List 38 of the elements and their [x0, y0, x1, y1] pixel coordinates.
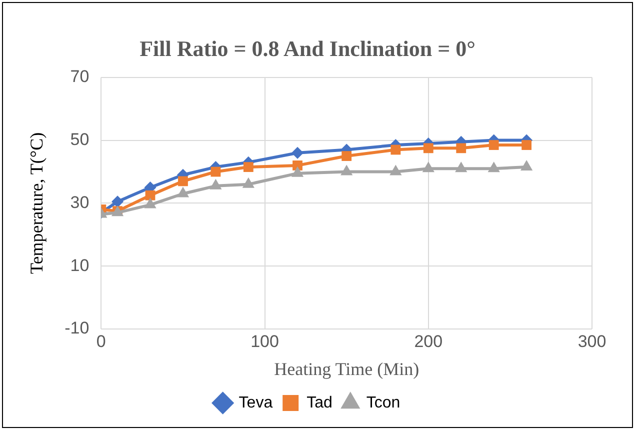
point [455, 162, 468, 172]
point [422, 162, 434, 172]
point [522, 140, 532, 150]
y-tick-label: 10 [70, 256, 90, 275]
y-tick-label: -10 [64, 318, 90, 338]
point [292, 146, 304, 159]
y-tick-label: 70 [70, 67, 90, 86]
point [423, 143, 434, 154]
point [210, 178, 222, 190]
point [488, 162, 500, 172]
x-tick-label: 100 [250, 332, 279, 351]
point [178, 176, 188, 186]
point [291, 166, 304, 177]
chart-title: Fill Ratio = 0.8 And Inclination = 0° [140, 36, 476, 61]
y-tick-label: 30 [70, 192, 90, 212]
y-axis-title: Temperature, T(°C) [26, 132, 47, 274]
point [210, 166, 221, 177]
x-tick-label: 300 [578, 332, 606, 351]
point [112, 196, 124, 208]
x-axis-title: Heating Time (Min) [274, 358, 420, 379]
y-tick-label: 50 [70, 130, 90, 149]
legend-label: Tad [306, 394, 332, 412]
point [390, 164, 402, 176]
legend-label: Tcon [366, 394, 400, 412]
point [340, 164, 353, 176]
x-tick-label: 0 [96, 332, 106, 351]
point [520, 160, 533, 171]
point [488, 140, 499, 150]
point [390, 144, 401, 155]
point [176, 186, 190, 198]
point [145, 190, 156, 200]
point [342, 151, 352, 161]
point [242, 177, 254, 188]
x-tick-label: 200 [414, 332, 443, 351]
point [456, 143, 466, 154]
legend-label: Teva [238, 394, 273, 412]
point [144, 198, 156, 208]
point [243, 162, 254, 172]
